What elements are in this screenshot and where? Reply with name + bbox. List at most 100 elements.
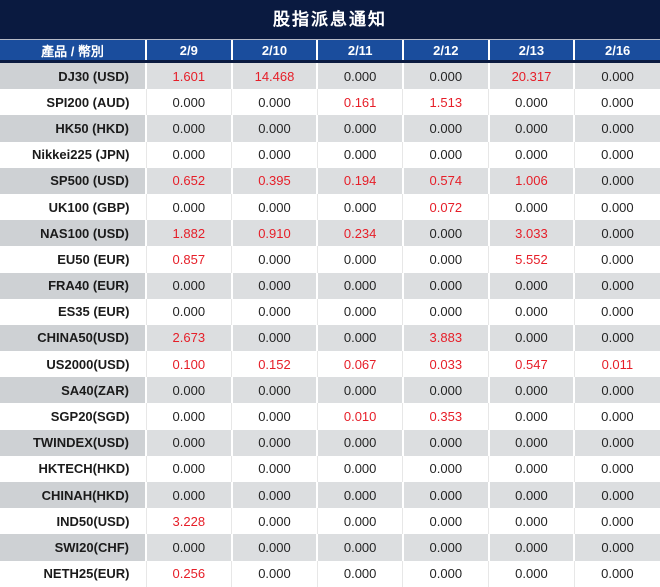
value-cell: 0.000 — [487, 324, 575, 352]
value-cell: 0.000 — [573, 455, 660, 483]
value-cell: 0.010 — [316, 403, 403, 430]
value-cell: 1.882 — [145, 220, 232, 247]
value-cell: 0.000 — [230, 115, 318, 142]
value-cell: 0.000 — [401, 61, 489, 90]
value-cell: 0.000 — [145, 482, 232, 509]
value-cell: 0.000 — [316, 377, 403, 404]
table-row: CHINA50(USD) 2.673 0.000 0.000 3.883 0.000 0.0… — [0, 324, 660, 352]
value-cell: 0.000 — [488, 455, 575, 483]
value-cell: 0.033 — [402, 351, 489, 378]
value-cell: 0.000 — [231, 508, 318, 535]
table-row: SA40(ZAR) 0.000 0.000 0.000 0.000 0.000 0.000 — [0, 377, 660, 404]
table-row: CHINAH(HKD) 0.000 0.000 0.000 0.000 0.000 0.00… — [0, 482, 660, 509]
row-label: SP500 (USD) — [0, 167, 146, 194]
value-cell: 0.000 — [231, 560, 318, 587]
table-row: IND50(USD) 3.228 0.000 0.000 0.000 0.000 0.000 — [0, 508, 660, 535]
table-row: SPI200 (AUD) 0.000 0.000 0.161 1.513 0.000 0.0… — [0, 89, 660, 116]
dividend-table: 產品 / 幣別 2/9 2/10 2/11 2/12 2/13 2/16 DJ3… — [0, 40, 660, 587]
value-cell: 3.033 — [487, 220, 575, 247]
value-cell: 0.234 — [316, 220, 403, 247]
value-cell: 0.353 — [402, 403, 489, 430]
value-cell: 0.000 — [231, 455, 318, 483]
value-cell: 0.000 — [316, 560, 403, 587]
value-cell: 0.000 — [230, 377, 318, 404]
value-cell: 0.000 — [401, 377, 489, 404]
row-label: SWI20(CHF) — [0, 534, 146, 561]
value-cell: 0.000 — [401, 534, 489, 561]
value-cell: 0.000 — [573, 429, 660, 456]
value-cell: 0.000 — [145, 115, 232, 142]
row-label: UK100 (GBP) — [0, 193, 146, 221]
value-cell: 0.000 — [487, 377, 575, 404]
value-cell: 0.857 — [145, 246, 232, 273]
value-cell: 0.000 — [316, 482, 403, 509]
value-cell: 0.000 — [488, 560, 575, 587]
value-cell: 0.547 — [488, 351, 575, 378]
value-cell: 0.000 — [230, 534, 318, 561]
value-cell: 0.000 — [402, 298, 489, 325]
value-cell: 0.000 — [316, 429, 403, 456]
value-cell: 1.006 — [487, 167, 575, 194]
value-cell: 0.000 — [231, 141, 318, 168]
value-cell: 0.000 — [145, 141, 232, 168]
row-label: HKTECH(HKD) — [0, 455, 146, 483]
col-header-product-currency: 產品 / 幣別 — [0, 40, 146, 63]
row-label: FRA40 (EUR) — [0, 272, 146, 299]
value-cell: 0.000 — [402, 141, 489, 168]
value-cell: 0.000 — [145, 403, 232, 430]
value-cell: 0.100 — [145, 351, 232, 378]
row-label: HK50 (HKD) — [0, 115, 146, 142]
value-cell: 0.000 — [316, 61, 403, 90]
table-body: DJ30 (USD) 1.601 14.468 0.000 0.000 20.317 0.0… — [0, 61, 660, 587]
value-cell: 0.161 — [316, 89, 403, 116]
value-cell: 0.000 — [488, 508, 575, 535]
value-cell: 0.000 — [145, 429, 232, 456]
value-cell: 0.000 — [145, 193, 232, 221]
row-label: Nikkei225 (JPN) — [0, 141, 146, 168]
value-cell: 0.256 — [145, 560, 232, 587]
value-cell: 0.000 — [573, 403, 660, 430]
value-cell: 0.000 — [402, 455, 489, 483]
row-label: IND50(USD) — [0, 508, 146, 535]
value-cell: 0.000 — [230, 482, 318, 509]
value-cell: 0.000 — [573, 482, 660, 509]
value-cell: 0.000 — [573, 115, 660, 142]
value-cell: 0.000 — [487, 534, 575, 561]
value-cell: 0.000 — [145, 455, 232, 483]
value-cell: 0.000 — [402, 246, 489, 273]
value-cell: 0.000 — [573, 89, 660, 116]
value-cell: 0.395 — [230, 167, 318, 194]
value-cell: 0.000 — [573, 193, 660, 221]
table-row: UK100 (GBP) 0.000 0.000 0.000 0.072 0.000 0.00… — [0, 193, 660, 221]
value-cell: 0.000 — [573, 508, 660, 535]
table-row: SWI20(CHF) 0.000 0.000 0.000 0.000 0.000 0.000 — [0, 534, 660, 561]
value-cell: 3.883 — [401, 324, 489, 352]
value-cell: 0.000 — [231, 298, 318, 325]
table-row: NETH25(EUR) 0.256 0.000 0.000 0.000 0.000 0.00… — [0, 560, 660, 587]
value-cell: 0.000 — [316, 141, 403, 168]
value-cell: 0.652 — [145, 167, 232, 194]
value-cell: 0.000 — [488, 298, 575, 325]
value-cell: 0.000 — [487, 115, 575, 142]
row-label: DJ30 (USD) — [0, 61, 146, 90]
value-cell: 0.194 — [316, 167, 403, 194]
value-cell: 0.000 — [231, 193, 318, 221]
value-cell: 0.000 — [573, 534, 660, 561]
row-label: NETH25(EUR) — [0, 560, 146, 587]
value-cell: 0.000 — [401, 220, 489, 247]
table-row: FRA40 (EUR) 0.000 0.000 0.000 0.000 0.000 0.00… — [0, 272, 660, 299]
value-cell: 0.000 — [231, 246, 318, 273]
value-cell: 0.000 — [401, 115, 489, 142]
value-cell: 0.000 — [402, 508, 489, 535]
value-cell: 0.000 — [316, 246, 403, 273]
value-cell: 0.000 — [401, 272, 489, 299]
value-cell: 0.000 — [573, 324, 660, 352]
col-header-date-6: 2/16 — [573, 40, 660, 63]
col-header-date-4: 2/12 — [401, 40, 489, 63]
value-cell: 0.000 — [573, 246, 660, 273]
value-cell: 0.000 — [230, 324, 318, 352]
value-cell: 0.000 — [230, 272, 318, 299]
value-cell: 0.000 — [145, 89, 232, 116]
row-label: ES35 (EUR) — [0, 298, 146, 325]
table-row: EU50 (EUR) 0.857 0.000 0.000 0.000 5.552 0.000 — [0, 246, 660, 273]
